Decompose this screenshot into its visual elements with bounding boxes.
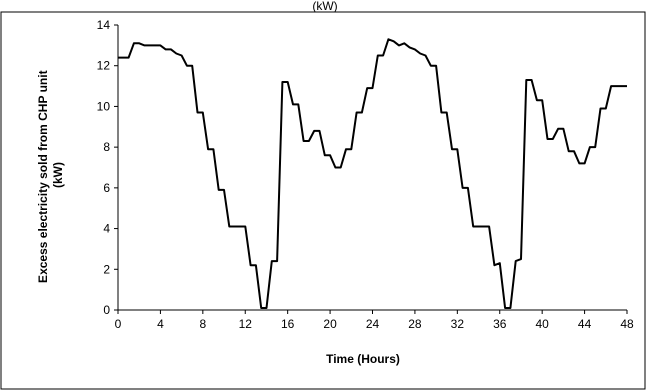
y-axis-title: Excess electricity sold from CHP unit (k… [36, 67, 65, 283]
y-tick-label: 2 [103, 262, 110, 276]
x-tick-label: 16 [281, 317, 295, 331]
x-tick-label: 48 [620, 317, 634, 331]
y-tick-label: 14 [97, 18, 111, 32]
x-tick-label: 44 [578, 317, 592, 331]
x-tick-label: 32 [451, 317, 465, 331]
y-tick-label: 6 [103, 181, 110, 195]
y-axis-title-line-2: (kW) [51, 162, 65, 188]
x-tick-label: 4 [157, 317, 164, 331]
y-tick-label: 4 [103, 222, 110, 236]
x-tick-label: 24 [366, 317, 380, 331]
y-axis-title-line-1: Excess electricity sold from CHP unit [36, 70, 50, 283]
y-tick-label: 12 [97, 59, 111, 73]
y-tick-label: 0 [103, 303, 110, 317]
x-tick-label: 36 [493, 317, 507, 331]
chart-border [0, 11, 646, 390]
series-line-0 [118, 38, 627, 309]
x-tick-label: 8 [199, 317, 206, 331]
x-tick-label: 12 [239, 317, 253, 331]
partial-title: (kW) [312, 0, 337, 13]
x-tick-label: 0 [115, 317, 122, 331]
x-tick-label: 28 [408, 317, 422, 331]
x-tick-label: 40 [535, 317, 549, 331]
y-tick-label: 8 [103, 140, 110, 154]
y-tick-label: 10 [97, 99, 111, 113]
x-tick-label: 20 [323, 317, 337, 331]
x-axis-title: Time (Hours) [326, 352, 400, 366]
